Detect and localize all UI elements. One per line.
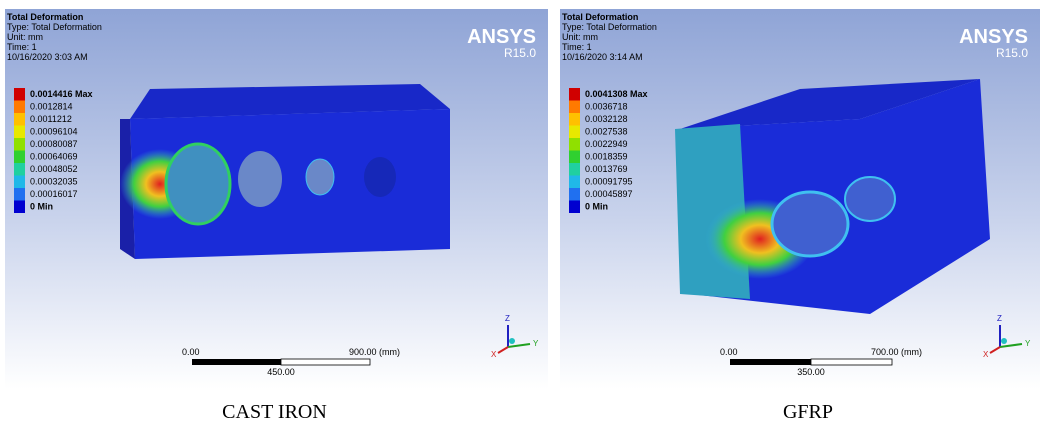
legend-swatch <box>569 101 580 114</box>
legend-swatch <box>14 151 25 164</box>
scale-bar-dark <box>192 359 281 365</box>
legend-swatch <box>569 188 580 201</box>
legend-swatch <box>569 163 580 176</box>
legend-label: 0 Min <box>585 202 608 212</box>
scale-start: 0.00 <box>182 347 200 357</box>
triad-z-label: Z <box>505 314 510 323</box>
header-line: Unit: mm <box>7 32 43 42</box>
triad-z-label: Z <box>997 314 1002 323</box>
legend-label: 0 Min <box>30 202 53 212</box>
legend-label: 0.0027538 <box>585 127 628 137</box>
legend-label: 0.00064069 <box>30 152 78 162</box>
legend-swatch <box>14 201 25 214</box>
bore <box>238 151 282 207</box>
scale-bar-dark <box>730 359 811 365</box>
header-line: 10/16/2020 3:14 AM <box>562 52 643 62</box>
legend-swatch <box>569 151 580 164</box>
caption: GFRP <box>783 401 833 423</box>
triad-x-label: X <box>491 350 497 359</box>
caption: CAST IRON <box>222 401 327 423</box>
header-line: Type: Total Deformation <box>562 22 657 32</box>
header-line: Unit: mm <box>562 32 598 42</box>
triad-origin <box>1001 338 1007 344</box>
legend-label: 0.0041308 Max <box>585 89 648 99</box>
header-line: 10/16/2020 3:03 AM <box>7 52 88 62</box>
legend-swatch <box>14 176 25 189</box>
scale-end: 700.00 (mm) <box>871 347 922 357</box>
header-title: Total Deformation <box>562 12 638 22</box>
legend-label: 0.0036718 <box>585 102 628 112</box>
scale-start: 0.00 <box>720 347 738 357</box>
bore <box>166 144 230 224</box>
scale-mid: 350.00 <box>797 367 825 377</box>
triad-origin <box>509 338 515 344</box>
header-line: Time: 1 <box>7 42 37 52</box>
legend-swatch <box>14 101 25 114</box>
header-title: Total Deformation <box>7 12 83 22</box>
legend-label: 0.0032128 <box>585 114 628 124</box>
bore <box>306 159 334 195</box>
legend-swatch <box>14 113 25 126</box>
logo-version: R15.0 <box>996 46 1028 60</box>
legend-swatch <box>14 138 25 151</box>
legend-swatch <box>569 176 580 189</box>
legend-label: 0.0012814 <box>30 102 73 112</box>
legend-swatch <box>14 163 25 176</box>
legend-label: 0.00096104 <box>30 127 78 137</box>
legend-label: 0.00045897 <box>585 189 633 199</box>
legend-label: 0.0011212 <box>30 114 72 124</box>
legend-swatch <box>569 88 580 101</box>
triad-y-label: Y <box>1025 339 1031 348</box>
legend-label: 0.0013769 <box>585 164 628 174</box>
legend-swatch <box>14 188 25 201</box>
scale-bar-light <box>811 359 892 365</box>
legend-swatch <box>14 126 25 139</box>
scale-bar-light <box>281 359 370 365</box>
header-line: Time: 1 <box>562 42 592 52</box>
legend-label: 0.0014416 Max <box>30 89 93 99</box>
legend-swatch <box>14 88 25 101</box>
header-line: Type: Total Deformation <box>7 22 102 32</box>
legend-swatch <box>569 201 580 214</box>
legend-label: 0.00091795 <box>585 177 633 187</box>
scale-mid: 450.00 <box>267 367 295 377</box>
legend-label: 0.0022949 <box>585 139 628 149</box>
legend-label: 0.00080087 <box>30 139 78 149</box>
scale-end: 900.00 (mm) <box>349 347 400 357</box>
logo-brand: ANSYS <box>959 26 1028 48</box>
bore <box>364 157 396 197</box>
triad-x-label: X <box>983 350 989 359</box>
legend-swatch <box>569 113 580 126</box>
bore <box>772 192 848 256</box>
triad-y-label: Y <box>533 339 539 348</box>
figure: Total DeformationType: Total Deformation… <box>0 0 1042 423</box>
legend-label: 0.00032035 <box>30 177 78 187</box>
legend-swatch <box>569 126 580 139</box>
legend-label: 0.00016017 <box>30 189 78 199</box>
bore <box>845 177 895 221</box>
logo-version: R15.0 <box>504 46 536 60</box>
page: Total DeformationType: Total Deformation… <box>0 0 1042 423</box>
logo-brand: ANSYS <box>467 26 536 48</box>
legend-label: 0.0018359 <box>585 152 628 162</box>
legend-swatch <box>569 138 580 151</box>
legend-label: 0.00048052 <box>30 164 78 174</box>
